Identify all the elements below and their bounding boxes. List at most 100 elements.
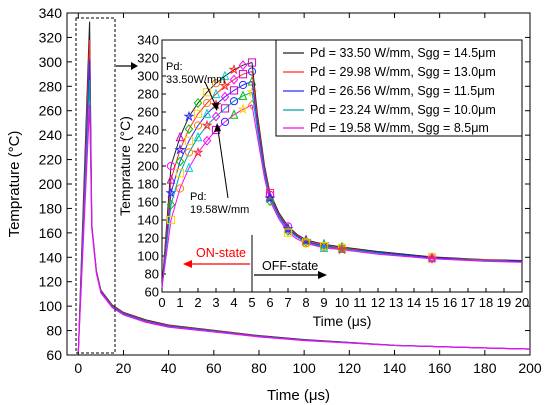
inset-y-tick-label: 120 [137,231,159,246]
inset-heating-marker [211,111,221,122]
inset-heating-marker [165,187,177,198]
main-x-tick-label: 160 [428,360,452,376]
inset-heating-marker [175,169,185,178]
inset-heating-marker [220,70,230,81]
legend: Pd = 33.50 W/mm, Sgg = 14.5μm Pd = 29.98… [275,39,523,137]
off-state-arrowhead [318,271,327,279]
inset-x-tick-label: 11 [353,295,367,310]
main-y-tick-label: 80 [46,323,62,339]
main-y-tick-label: 320 [39,29,63,45]
inset-heating-marker [238,90,248,100]
inset-y-tick-label: 220 [137,141,159,156]
inset-x-tick-label: 3 [212,295,219,310]
inset-heating-marker [175,184,185,193]
main-series [77,21,531,353]
main-y-tick-label: 260 [39,103,63,119]
inset-x-tick-label: 4 [230,295,237,310]
inset-x-tick-label: 10 [335,295,349,310]
main-x-tick-label: 100 [292,360,316,376]
main-y-tick-label: 160 [39,225,63,241]
inset-heating-marker [238,80,248,90]
inset-heating-marker [193,98,203,108]
inset-x-tick-label: 6 [266,295,273,310]
inset-heating-marker [184,148,194,157]
inset-heating-marker [229,74,239,85]
inset-heating-marker [174,144,186,155]
inset-heating-marker [211,79,221,88]
inset-x-tick-label: 8 [302,295,309,310]
inset-cooling-marker [301,239,311,248]
inset-x-tick-label: 18 [479,295,493,310]
inset-cooling-marker [283,222,293,231]
pd-low-label: Pd: [190,191,207,203]
inset-x-tick-label: 5 [248,295,255,310]
inset-y-tick-label: 100 [137,249,159,264]
main-y-tick-label: 240 [39,127,63,143]
inset-heating-marker [193,121,203,130]
pd-low-arrow [217,129,229,199]
inset-cooling-marker [336,243,348,255]
inset-cooling-marker [264,192,276,204]
inset-heating-marker [220,117,230,127]
main-y-tick-label: 340 [39,5,63,21]
inset-y-tick-label: 140 [137,213,159,228]
main-y-tick-label: 60 [46,347,62,363]
inset-heating-marker [202,135,212,146]
main-y-tick-label: 180 [39,200,63,216]
main-y-tick-label: 100 [39,298,63,314]
inset-y-tick-label: 240 [137,123,159,138]
legend-label-4: Pd = 23.24 W/mm, Sgg = 10.0μm [310,103,496,117]
legend-label-2: Pd = 29.98 W/mm, Sgg = 13.0μm [310,65,496,79]
inset-cooling-marker [427,253,437,264]
inset-heating-marker [202,108,212,118]
inset-y-tick-label: 340 [137,33,159,48]
main-x-tick-label: 180 [473,360,497,376]
inset-y-tick-label: 320 [137,51,159,66]
main-x-tick-label: 80 [251,360,267,376]
main-x-tick-label: 0 [74,360,82,376]
inset-y-axis-label: Temprature (°C) [117,116,133,216]
main-y-tick-label: 300 [39,54,63,70]
inset-heating-marker [183,110,195,122]
inset-y-tick-label: 180 [137,177,159,192]
main-x-tick-label: 60 [206,360,222,376]
inset-heating-marker [229,109,239,119]
inset-heating-marker [175,156,185,167]
inset-heating-marker [166,199,176,210]
inset-heating-marker [211,88,221,99]
on-state-label: ON-state [196,246,246,260]
main-y-tick-label: 280 [39,78,63,94]
main-x-tick-label: 40 [161,360,177,376]
inset-y-tick-label: 160 [137,195,159,210]
inset-y-tick-label: 260 [137,105,159,120]
legend-label-1: Pd = 33.50 W/mm, Sgg = 14.5μm [310,46,496,60]
legend-label-3: Pd = 26.56 W/mm, Sgg = 11.5μm [310,84,495,98]
inset-x-tick-label: 14 [407,295,421,310]
on-state-arrowhead [183,260,192,268]
inset-x-tick-label: 19 [497,295,511,310]
legend-label-5: Pd = 19.58 W/mm, Sgg = 8.5μm [310,121,489,135]
main-axes: 0 20 40 60 80 100 120 140 160 180 2006080100120140… [6,5,542,404]
inset-heating-marker [238,70,248,79]
inset-cooling-marker [265,196,275,207]
inset-x-tick-label: 1 [176,295,183,310]
inset-heating-marker [238,60,248,71]
inset-x-tick-label: 12 [371,295,385,310]
main-y-tick-label: 200 [39,176,63,192]
inset-heating-marker [193,131,203,142]
inset-x-tick-label: 7 [284,295,291,310]
main-y-tick-label: 140 [39,249,63,265]
main-y-tick-label: 220 [39,152,63,168]
inset-x-axis-label: Time (μs) [313,313,372,329]
main-x-tick-label: 120 [338,360,362,376]
inset-heating-marker [193,109,203,118]
inset-cooling-marker [319,242,329,252]
inset-heating-marker [184,124,194,135]
inset-cooling-marker [282,223,294,234]
inset-x-tick-label: 9 [320,295,327,310]
main-y-tick-label: 120 [39,274,63,290]
inset-heating-marker [184,162,194,172]
inset-x-tick-label: 15 [425,295,439,310]
inset-heating-marker [192,146,204,158]
